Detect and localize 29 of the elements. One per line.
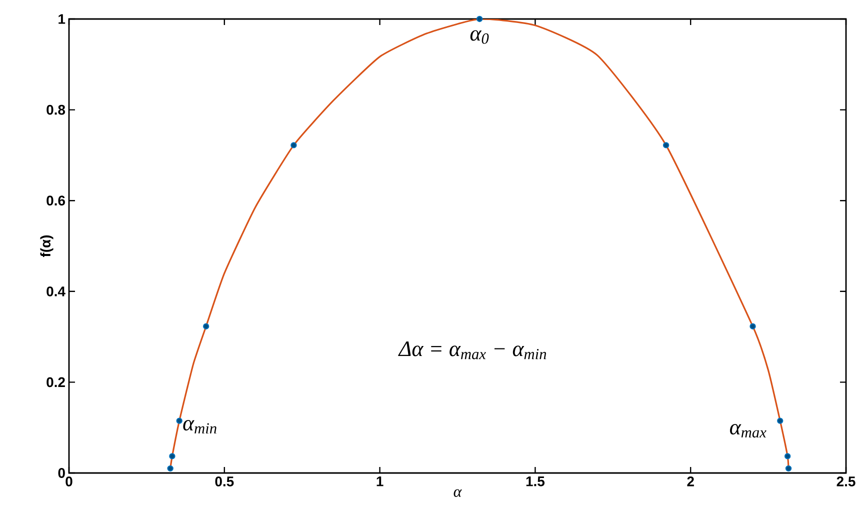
annotation: Δα = α$_{max}$ − α$_{min}$ [398,342,546,360]
point [202,323,210,330]
x-tick-label: 1 [376,476,384,486]
x-tick-label: 1.5 [526,476,545,486]
point [750,323,756,330]
point [784,453,791,460]
y-tick-label: 1 [58,14,66,24]
annotation: α$_{max}$ [730,424,766,438]
y-tick-label: 0 [58,468,65,478]
point [176,418,182,424]
point [777,418,784,424]
x-tick-label: 2 [687,476,694,486]
x-tick-label: 0.5 [215,476,234,486]
y-axis-title: f(α) [40,235,54,258]
y-tick-label: 0.4 [46,286,66,296]
y-tick-label: 0.8 [46,104,66,115]
point [662,142,670,148]
x-tick-label: 2.5 [836,476,856,486]
y-tick-label: 0.2 [46,377,65,388]
annotation: α$_{0}$ [470,30,489,44]
x-tick-label: 0 [66,476,72,486]
annotation: α$_{min}$ [183,420,216,434]
point [169,453,176,460]
point [476,16,483,22]
y-tick-label: 0.6 [46,196,65,206]
x-axis-title: α [454,489,462,497]
point [785,465,792,472]
point [167,465,174,472]
point [290,142,297,148]
